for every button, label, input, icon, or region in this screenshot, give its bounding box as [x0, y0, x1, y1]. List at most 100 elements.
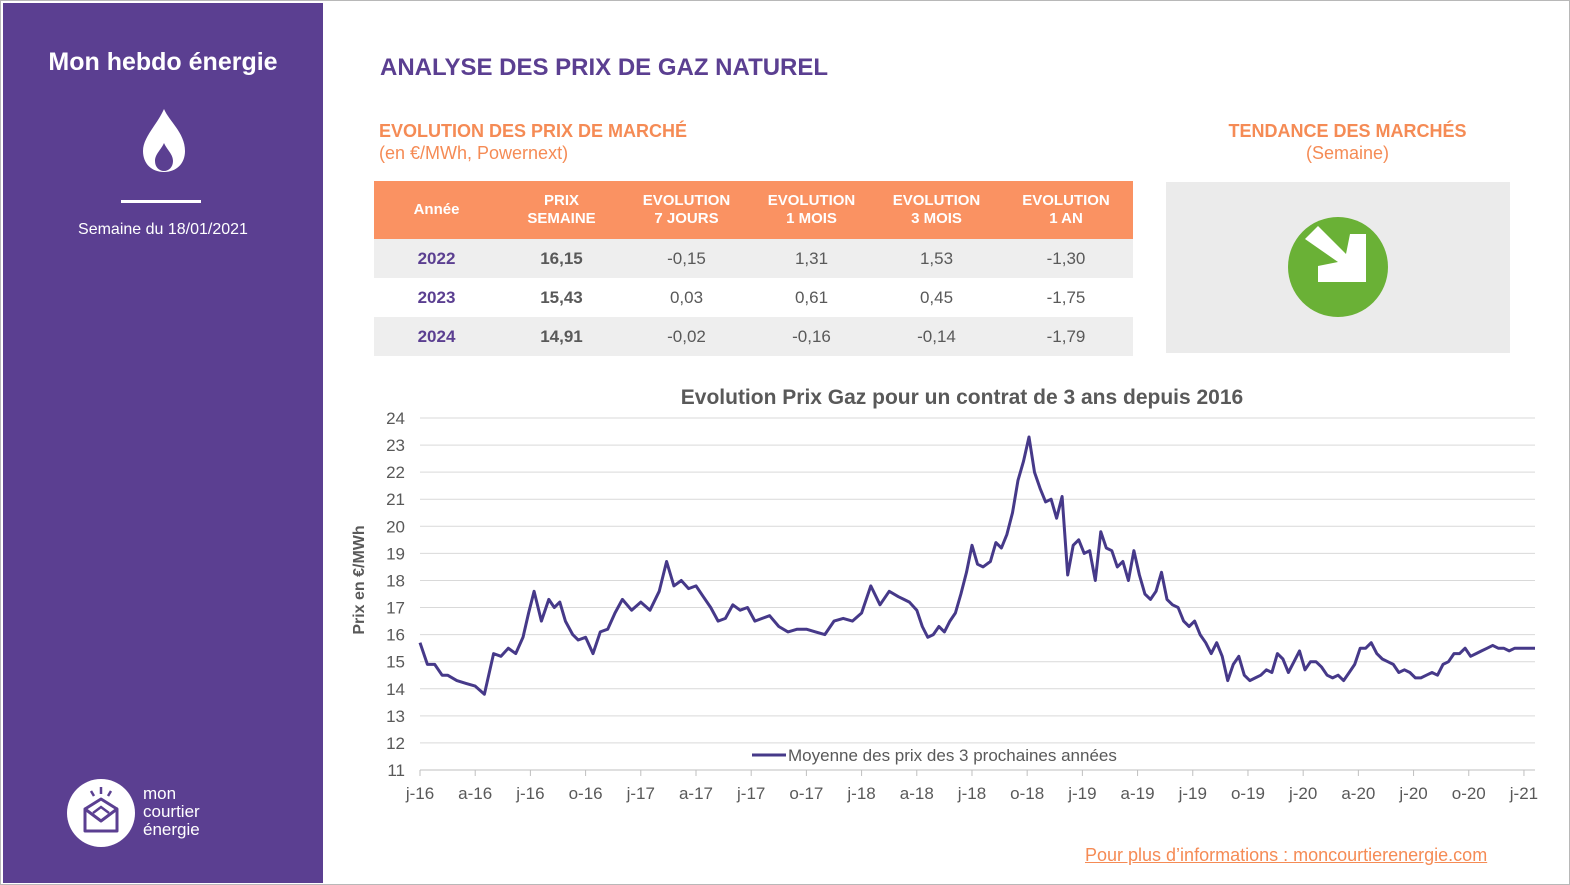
header-label: 1 AN	[1049, 210, 1083, 227]
header-label: Année	[413, 201, 460, 218]
x-tick-label: a-18	[900, 784, 934, 803]
y-tick-label: 16	[386, 626, 405, 645]
x-tick-label: j-16	[515, 784, 544, 803]
trend-subtitle: (Semaine)	[1305, 143, 1390, 163]
header-label: PRIX	[543, 192, 579, 209]
x-tick-label: j-20	[1288, 784, 1317, 803]
y-tick-label: 20	[386, 517, 405, 536]
sidebar-divider	[121, 200, 201, 203]
cell-year: 2022	[374, 239, 499, 278]
footer-link[interactable]: Pour plus d’informations : moncourtieren…	[1085, 845, 1488, 865]
header-evol-3m: EVOLUTION 3 MOIS	[874, 181, 999, 239]
cell-evol-1y: -1,75	[1046, 287, 1086, 307]
flame-icon	[143, 109, 185, 172]
price-chart: Evolution Prix Gaz pour un contrat de 3 …	[351, 386, 1538, 803]
trend-indicator	[1166, 182, 1510, 353]
gridlines	[420, 417, 1535, 771]
x-tick-label: j-19	[1067, 784, 1096, 803]
x-tick-label: o-20	[1452, 784, 1486, 803]
cell-evol-1y: -1,79	[999, 317, 1133, 356]
sidebar: Mon hebdo énergie Semaine du 18/01/2021 …	[3, 3, 323, 883]
x-tick-label: j-20	[1398, 784, 1427, 803]
header-evol-1m: EVOLUTION 1 MOIS	[749, 181, 874, 239]
chart-title: Evolution Prix Gaz pour un contrat de 3 …	[681, 386, 1243, 409]
y-tick-label: 24	[386, 409, 405, 428]
x-tick-label: o-16	[569, 784, 603, 803]
x-tick-label: o-18	[1010, 784, 1044, 803]
legend: Moyenne des prix des 3 prochaines années	[752, 746, 1117, 765]
x-tick-label: o-19	[1231, 784, 1265, 803]
cell-price: 16,15	[499, 239, 624, 278]
cell-evol-1m: 0,61	[794, 287, 829, 307]
y-axis-label: Prix en €/MWh	[351, 525, 368, 634]
header-year: Année	[374, 181, 499, 239]
header-label: 1 MOIS	[786, 210, 837, 227]
x-tick-label: j-16	[405, 784, 434, 803]
logo-mark	[67, 779, 135, 847]
y-tick-label: 14	[386, 680, 405, 699]
cell-evol-3m: -0,14	[874, 317, 999, 356]
price-table: Année PRIX SEMAINE EVOLUTION 7 JOURS EVOLU…	[374, 181, 1133, 356]
header-label: SEMAINE	[527, 210, 596, 227]
trend-title: TENDANCE DES MARCHÉS	[1228, 121, 1467, 141]
x-tick-label: a-20	[1341, 784, 1375, 803]
cell-evol-7d: -0,15	[624, 239, 749, 278]
y-tick-label: 11	[387, 761, 405, 780]
y-ticks: 11 12 13 14 15 16 17 18 19 20 21 22 23 24	[386, 409, 405, 780]
week-label: Semaine du 18/01/2021	[78, 221, 248, 238]
y-tick-label: 13	[386, 707, 405, 726]
header-price: PRIX SEMAINE	[499, 181, 624, 239]
header-label: EVOLUTION	[1022, 192, 1110, 209]
envelope-logo-icon	[83, 787, 119, 833]
x-tick-label: j-21	[1509, 784, 1538, 803]
header-evol-7d: EVOLUTION 7 JOURS	[624, 181, 749, 239]
logo-line: mon	[143, 784, 177, 803]
cell-price: 14,91	[499, 317, 624, 356]
cell-evol-1m: -0,16	[749, 317, 874, 356]
series-line	[418, 435, 1535, 696]
cell-price: 15,43	[540, 287, 583, 307]
cell-evol-1m: 1,31	[749, 239, 874, 278]
x-tick-label: j-18	[846, 784, 875, 803]
cell-evol-3m: 1,53	[874, 239, 999, 278]
legend-label: Moyenne des prix des 3 prochaines années	[788, 746, 1117, 765]
brand-title: Mon hebdo énergie	[48, 48, 278, 76]
table-header-row: Année PRIX SEMAINE EVOLUTION 7 JOURS EVOLU…	[374, 181, 1133, 239]
header-label: 3 MOIS	[911, 210, 962, 227]
logo-line: courtier	[143, 802, 200, 821]
header-label: EVOLUTION	[767, 192, 856, 209]
page-title: ANALYSE DES PRIX DE GAZ NATUREL	[380, 54, 829, 81]
y-tick-label: 17	[386, 599, 405, 618]
table-row: 2023 15,43 0,03 0,61 0,45 -1,75	[374, 278, 1133, 317]
cell-year: 2023	[417, 287, 456, 307]
cell-year: 2024	[374, 317, 499, 356]
x-tick-label: j-19	[1178, 784, 1207, 803]
table-title: EVOLUTION DES PRIX DE MARCHÉ	[379, 121, 688, 141]
table-subtitle: (en €/MWh, Powernext)	[379, 143, 569, 163]
y-tick-label: 12	[386, 734, 405, 753]
x-tick-label: j-17	[626, 784, 655, 803]
cell-evol-7d: 0,03	[669, 287, 704, 307]
header-label: EVOLUTION	[892, 192, 981, 209]
arrow-down-right-icon	[1288, 217, 1388, 317]
y-tick-label: 15	[386, 653, 405, 672]
cell-evol-7d: -0,02	[624, 317, 749, 356]
logo-line: énergie	[143, 820, 200, 839]
header-label: EVOLUTION	[642, 192, 731, 209]
y-tick-label: 23	[386, 436, 405, 455]
logo-text: mon courtier énergie	[143, 785, 200, 839]
header-evol-1y: EVOLUTION 1 AN	[999, 181, 1133, 239]
y-tick-label: 21	[386, 490, 405, 509]
y-tick-label: 22	[386, 463, 405, 482]
x-tick-label: a-19	[1121, 784, 1155, 803]
x-tick-label: a-16	[458, 784, 492, 803]
x-tick-label: a-17	[679, 784, 713, 803]
cell-evol-1y: -1,30	[999, 239, 1133, 278]
header-label: 7 JOURS	[654, 210, 719, 227]
y-tick-label: 19	[386, 544, 405, 563]
table-row: 2022 16,15 -0,15 1,31 1,53 -1,30	[374, 239, 1133, 278]
cell-evol-3m: 0,45	[919, 287, 954, 307]
y-tick-label: 18	[386, 571, 405, 590]
x-tick-label: j-17	[736, 784, 765, 803]
x-tick-label: o-17	[789, 784, 823, 803]
